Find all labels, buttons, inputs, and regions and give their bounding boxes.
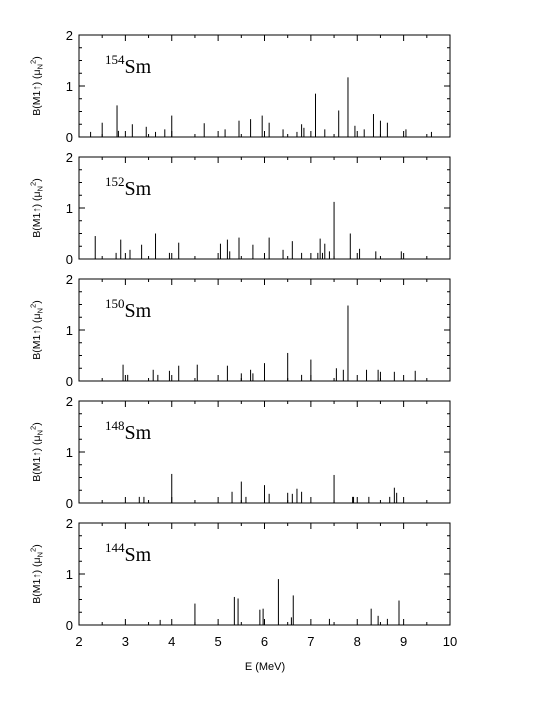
- y-axis-title-arrow: ↑: [31, 329, 43, 334]
- y-axis-title-sup: 2: [29, 304, 38, 308]
- y-axis-title-sup: 2: [29, 60, 38, 64]
- y-axis-title-arrow: ↑: [31, 451, 43, 456]
- x-tick-label: 2: [75, 634, 82, 649]
- x-tick-label: 3: [122, 634, 129, 649]
- x-tick-label: 4: [168, 634, 175, 649]
- isotope-label: 154Sm: [105, 52, 152, 78]
- isotope-label: 148Sm: [105, 418, 152, 444]
- y-tick-label: 1: [66, 201, 73, 216]
- y-axis-title-sub: N: [36, 308, 45, 313]
- y-tick-label: 1: [66, 323, 73, 338]
- isotope-element: Sm: [125, 178, 152, 200]
- y-tick-label: 2: [66, 516, 73, 531]
- isotope-element: Sm: [125, 300, 152, 322]
- isotope-mass: 150: [105, 296, 125, 311]
- x-tick-label: 6: [261, 634, 268, 649]
- y-tick-label: 1: [66, 79, 73, 94]
- y-tick-label: 2: [66, 272, 73, 287]
- x-axis-title: E (MeV): [245, 661, 285, 673]
- y-axis-title: B(M1↑) (μN2): [29, 300, 45, 359]
- isotope-mass: 144: [105, 540, 125, 555]
- y-axis-title: B(M1↑) (μN2): [29, 422, 45, 481]
- isotope-element: Sm: [125, 544, 152, 566]
- y-axis-title-part: ): [31, 56, 43, 60]
- panel-frame: [78, 34, 451, 138]
- y-axis-title-part: ) (μ: [31, 69, 43, 85]
- y-axis-title-arrow: ↑: [31, 207, 43, 212]
- y-axis-title-part: ) (μ: [31, 191, 43, 207]
- y-axis-title-part: ): [31, 544, 43, 548]
- x-tick-label: 7: [307, 634, 314, 649]
- y-axis-title-arrow: ↑: [31, 85, 43, 90]
- y-axis-title-part: ) (μ: [31, 557, 43, 573]
- y-tick-label: 2: [66, 28, 73, 43]
- y-axis-title-sup: 2: [29, 548, 38, 552]
- y-tick-label: 1: [66, 445, 73, 460]
- panel-frame: [78, 522, 451, 626]
- y-tick-label: 0: [66, 374, 73, 389]
- isotope-mass: 148: [105, 418, 125, 433]
- y-axis-title-sup: 2: [29, 182, 38, 186]
- x-tick-label: 5: [215, 634, 222, 649]
- y-axis-title-sup: 2: [29, 426, 38, 430]
- y-axis-title-sub: N: [36, 430, 45, 435]
- y-tick-label: 0: [66, 130, 73, 145]
- y-axis-title-arrow: ↑: [31, 573, 43, 578]
- isotope-label: 152Sm: [105, 174, 152, 200]
- y-axis-title-part: ): [31, 422, 43, 426]
- x-tick-label: 9: [400, 634, 407, 649]
- y-tick-label: 0: [66, 252, 73, 267]
- y-axis-title: B(M1↑) (μN2): [29, 56, 45, 115]
- y-tick-label: 2: [66, 150, 73, 165]
- y-axis-title: B(M1↑) (μN2): [29, 178, 45, 237]
- y-axis-title-sub: N: [36, 552, 45, 557]
- y-axis-title-part: ) (μ: [31, 313, 43, 329]
- y-axis-title-part: ): [31, 178, 43, 182]
- y-tick-label: 2: [66, 394, 73, 409]
- y-axis-title-part: B(M1: [31, 456, 43, 481]
- x-tick-label: 8: [354, 634, 361, 649]
- isotope-element: Sm: [125, 422, 152, 444]
- y-axis-title-part: B(M1: [31, 90, 43, 115]
- y-axis-title-part: B(M1: [31, 334, 43, 359]
- y-tick-label: 0: [66, 496, 73, 511]
- y-axis-title-part: ): [31, 300, 43, 304]
- isotope-label: 150Sm: [105, 296, 152, 322]
- y-axis-title-part: ) (μ: [31, 435, 43, 451]
- isotope-mass: 154: [105, 52, 125, 67]
- isotope-element: Sm: [125, 56, 152, 78]
- y-axis-title: B(M1↑) (μN2): [29, 544, 45, 603]
- isotope-label: 144Sm: [105, 540, 152, 566]
- y-axis-title-part: B(M1: [31, 212, 43, 237]
- y-axis-title-sub: N: [36, 186, 45, 191]
- x-tick-label: 10: [443, 634, 457, 649]
- y-tick-label: 1: [66, 567, 73, 582]
- y-tick-label: 0: [66, 618, 73, 633]
- y-axis-title-part: B(M1: [31, 578, 43, 603]
- isotope-mass: 152: [105, 174, 125, 189]
- y-axis-title-sub: N: [36, 64, 45, 69]
- panel-frame: [78, 156, 451, 260]
